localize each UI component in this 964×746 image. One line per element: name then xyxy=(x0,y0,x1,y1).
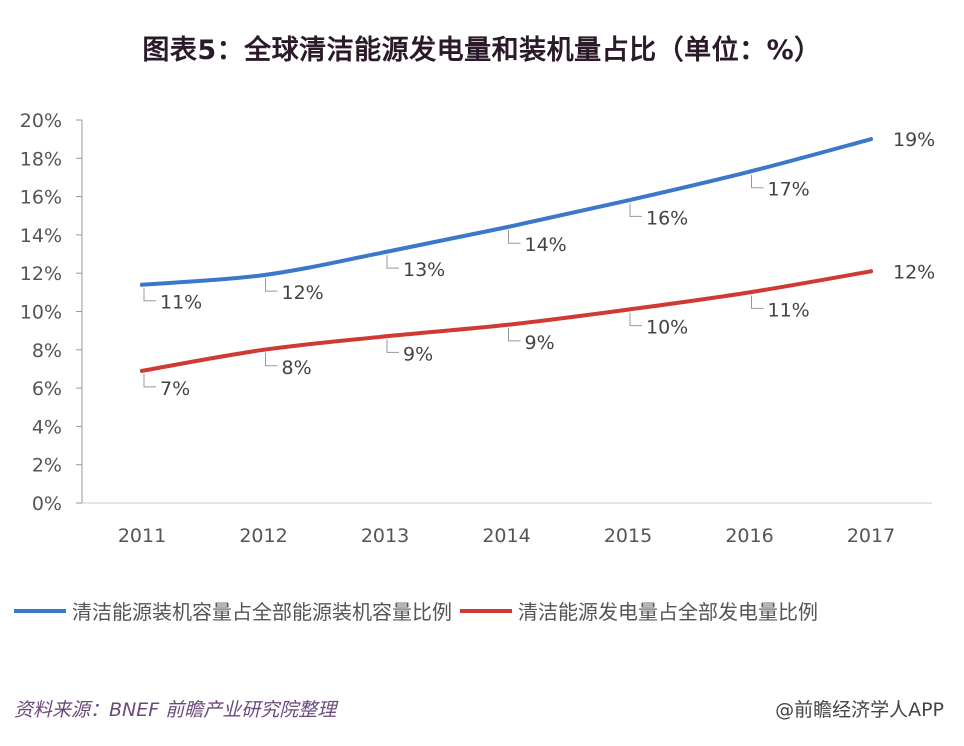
credit-note: @前瞻经济学人APP xyxy=(775,699,944,721)
data-label: 9% xyxy=(403,343,433,365)
x-tick-label: 2013 xyxy=(361,525,409,547)
leader-line xyxy=(751,174,764,189)
data-point xyxy=(383,250,387,255)
x-tick-label: 2017 xyxy=(847,525,895,547)
y-tick-label: 8% xyxy=(32,340,62,362)
leader-line xyxy=(143,287,156,302)
line-chart: 0% 2% 4% 6% 8% 10% 12% 14% 16% 18% 20% 2011 2012 2013… xyxy=(20,110,935,547)
series-line-capacity xyxy=(140,137,873,287)
legend-swatch-generation xyxy=(460,608,512,613)
legend-label-generation: 清洁能源发电量占全部发电量比例 xyxy=(518,600,818,624)
y-tick-label: 12% xyxy=(20,263,62,285)
legend-label-capacity: 清洁能源装机容量占全部能源装机容量比例 xyxy=(72,600,452,624)
data-label: 12% xyxy=(893,261,935,283)
data-point xyxy=(504,322,509,327)
y-tick-label: 20% xyxy=(20,110,62,132)
data-point xyxy=(261,347,266,352)
y-tick-label: 16% xyxy=(20,187,62,209)
legend: 清洁能源装机容量占全部能源装机容量比例 清洁能源发电量占全部发电量比例 xyxy=(14,596,826,625)
leader-line xyxy=(386,255,399,269)
data-point xyxy=(383,334,387,339)
leader-line xyxy=(629,312,642,327)
data-label: 16% xyxy=(646,207,688,229)
leader-line xyxy=(143,373,156,388)
leader-line xyxy=(265,278,278,292)
x-tick-label: 2016 xyxy=(725,525,773,547)
data-label: 9% xyxy=(525,332,555,354)
data-point xyxy=(140,282,144,287)
data-point xyxy=(261,273,266,278)
data-point xyxy=(140,368,144,373)
legend-item-capacity: 清洁能源装机容量占全部能源装机容量比例 xyxy=(14,596,452,625)
data-point xyxy=(747,290,752,295)
data-point xyxy=(626,198,630,203)
legend-swatch-capacity xyxy=(14,608,66,613)
leader-line xyxy=(751,295,764,309)
data-point xyxy=(626,307,630,312)
y-tick-label: 14% xyxy=(20,225,62,247)
data-point xyxy=(869,269,873,274)
leader-line xyxy=(629,203,642,217)
data-label: 11% xyxy=(160,292,202,314)
data-point xyxy=(869,137,873,142)
data-label: 17% xyxy=(768,179,810,201)
x-tick-label: 2012 xyxy=(239,525,287,547)
source-note: 资料来源：BNEF 前瞻产业研究院整理 xyxy=(14,699,337,721)
y-tick-label: 4% xyxy=(32,416,62,438)
y-tick-label: 0% xyxy=(32,493,62,515)
y-tick-label: 18% xyxy=(20,148,62,170)
y-tick-label: 2% xyxy=(32,455,62,477)
data-label: 11% xyxy=(768,299,810,321)
legend-item-generation: 清洁能源发电量占全部发电量比例 xyxy=(460,596,818,625)
x-tick-label: 2014 xyxy=(482,525,530,547)
data-label: 12% xyxy=(282,282,324,304)
data-label: 14% xyxy=(525,234,567,256)
series-line-generation xyxy=(140,269,873,373)
data-label: 13% xyxy=(403,259,445,281)
leader-line xyxy=(386,339,399,353)
leader-line xyxy=(508,327,521,342)
data-point xyxy=(504,225,509,230)
chart-title: 图表5：全球清洁能源发电量和装机量占比（单位：%） xyxy=(142,35,822,66)
data-label: 8% xyxy=(282,357,312,379)
data-label: 19% xyxy=(893,129,935,151)
x-tick-label: 2015 xyxy=(604,525,652,547)
y-tick-label: 6% xyxy=(32,378,62,400)
y-tick-label: 10% xyxy=(20,302,62,324)
data-point xyxy=(747,169,752,174)
leader-line xyxy=(508,230,521,244)
leader-line xyxy=(265,352,278,367)
data-label: 7% xyxy=(160,378,190,400)
x-tick-label: 2011 xyxy=(118,525,166,547)
data-label: 10% xyxy=(646,317,688,339)
